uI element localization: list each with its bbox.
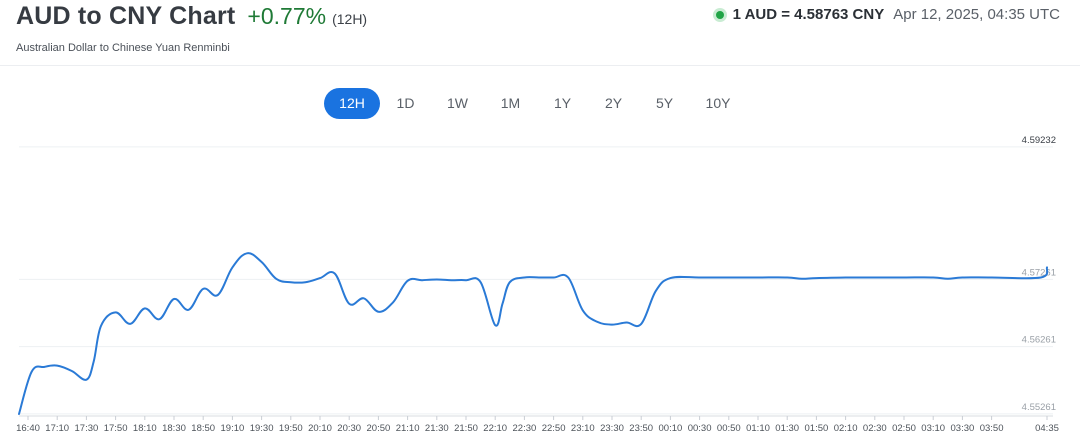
series-line: [18, 252, 1049, 415]
x-tick-label: 03:50: [980, 423, 1004, 434]
tab-1d[interactable]: 1D: [396, 95, 415, 111]
x-tick-label: 21:50: [454, 423, 478, 434]
y-tick-label: 4.59232: [1022, 135, 1056, 146]
rate-value: 1 AUD = 4.58763 CNY: [732, 6, 885, 23]
live-status-icon: [715, 10, 724, 19]
x-tick-label: 18:50: [191, 423, 215, 434]
chart-header: AUD to CNY Chart +0.77% (12H): [16, 2, 367, 31]
x-tick-label: 02:30: [863, 423, 887, 434]
x-tick-label: 03:30: [951, 423, 975, 434]
x-tick-label: 02:50: [892, 423, 916, 434]
x-tick-label: 23:30: [600, 423, 624, 434]
x-tick-label: 18:10: [133, 423, 157, 434]
page-title: AUD to CNY Chart: [16, 2, 236, 30]
x-tick-label: 18:30: [162, 423, 186, 434]
x-tick-label: 03:10: [921, 423, 945, 434]
tab-5y[interactable]: 5Y: [655, 95, 674, 111]
current-rate: 1 AUD = 4.58763 CNY Apr 12, 2025, 04:35 …: [715, 6, 1060, 23]
tab-1y[interactable]: 1Y: [553, 95, 572, 111]
x-tick-label: 00:10: [659, 423, 683, 434]
x-tick-label: 22:10: [483, 423, 507, 434]
x-tick-label: 16:40: [16, 423, 40, 434]
x-tick-label: 20:30: [337, 423, 361, 434]
x-tick-label: 00:50: [717, 423, 741, 434]
x-tick-label: 21:30: [425, 423, 449, 434]
x-tick-label: 20:10: [308, 423, 332, 434]
x-tick-label: 19:10: [221, 423, 245, 434]
rate-timestamp: Apr 12, 2025, 04:35 UTC: [893, 6, 1060, 23]
x-tick-label: 20:50: [367, 423, 391, 434]
tab-2y[interactable]: 2Y: [604, 95, 623, 111]
time-range-tabs: 12H 1D 1W 1M 1Y 2Y 5Y 10Y: [324, 88, 746, 119]
tab-10y[interactable]: 10Y: [705, 95, 731, 111]
tab-12h[interactable]: 12H: [324, 88, 380, 119]
header-divider: [0, 65, 1080, 66]
y-tick-label: 4.57261: [1022, 267, 1056, 278]
x-tick-label: 19:50: [279, 423, 303, 434]
x-tick-label: 17:50: [104, 423, 128, 434]
x-tick-label: 17:10: [45, 423, 69, 434]
x-tick-label: 22:50: [542, 423, 566, 434]
x-tick-label: 00:30: [688, 423, 712, 434]
tab-1m[interactable]: 1M: [500, 95, 521, 111]
x-tick-label: 23:10: [571, 423, 595, 434]
change-period: (12H): [332, 11, 368, 27]
rate-chart: 4.59232 4.57261 4.56261 4.55261 16:40 17:10 17…: [16, 135, 1059, 434]
x-tick-label: 01:10: [746, 423, 770, 434]
y-tick-label: 4.56261: [1022, 335, 1056, 346]
percent-change: +0.77%: [247, 3, 327, 29]
x-tick-label: 02:10: [834, 423, 858, 434]
page-subtitle: Australian Dollar to Chinese Yuan Renmin…: [16, 42, 230, 54]
x-tick-label: 19:30: [250, 423, 274, 434]
x-tick-label: 21:10: [396, 423, 420, 434]
x-tick-label: 01:30: [775, 423, 799, 434]
y-tick-label: 4.55261: [1022, 402, 1056, 413]
x-tick-label: 17:30: [75, 423, 99, 434]
tab-1w[interactable]: 1W: [447, 95, 468, 111]
x-tick-label: 22:30: [513, 423, 537, 434]
x-tick-label: 04:35: [1035, 423, 1059, 434]
x-tick-label: 23:50: [629, 423, 653, 434]
x-tick-label: 01:50: [805, 423, 829, 434]
